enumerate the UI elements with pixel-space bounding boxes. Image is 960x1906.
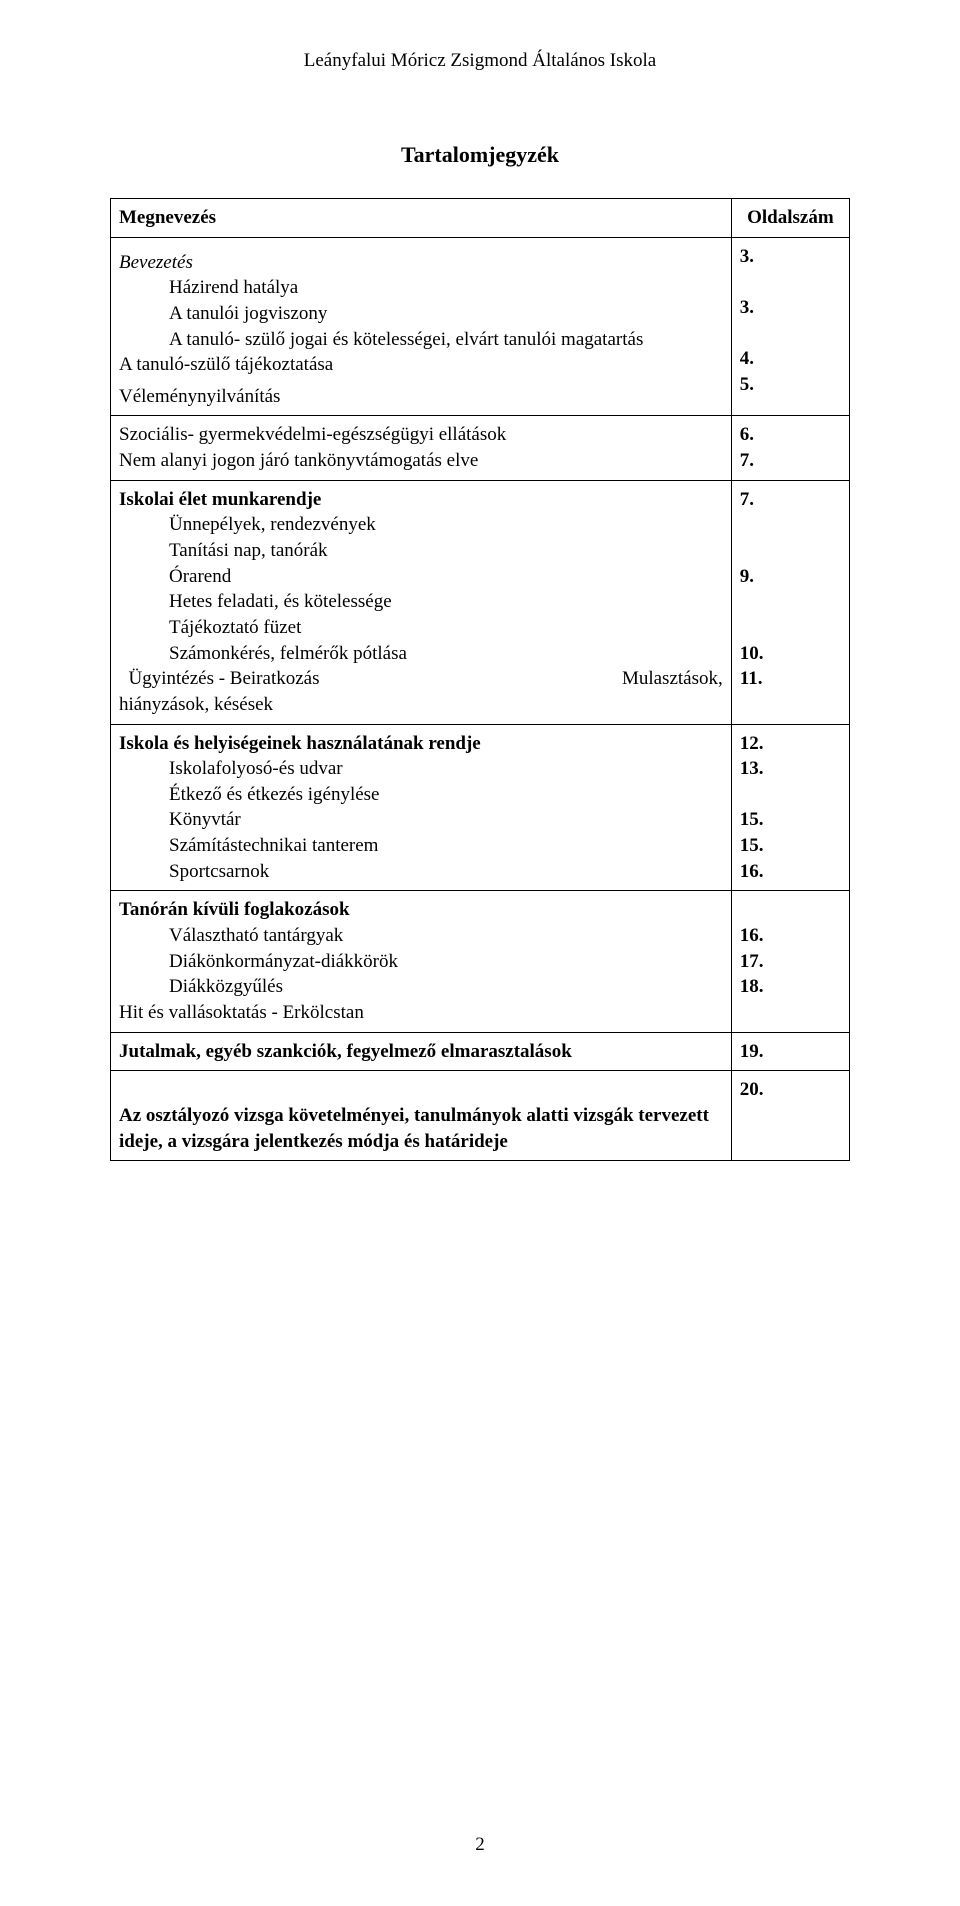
toc-line: Hit és vallásoktatás - Erkölcstan	[119, 1002, 364, 1023]
toc-line: Sportcsarnok	[119, 859, 723, 885]
toc-row-exams: Az osztályozó vizsga követelményei, tanu…	[111, 1071, 850, 1161]
document-page: Leányfalui Móricz Zsigmond Általános Isk…	[0, 0, 960, 1906]
toc-page: 5.	[740, 374, 754, 395]
institution-header: Leányfalui Móricz Zsigmond Általános Isk…	[110, 50, 850, 72]
toc-page: 17.	[740, 951, 764, 972]
toc-cell-premises-left: Iskola és helyiségeinek használatának re…	[111, 724, 732, 891]
toc-line: A tanulói jogviszony	[119, 301, 723, 327]
toc-line: Számítástechnikai tanterem	[119, 833, 723, 859]
toc-line: Hetes feladati, és kötelessége	[119, 589, 723, 615]
toc-line: Diákönkormányzat-diákkörök	[119, 949, 723, 975]
toc-line: Étkező és étkezés igénylése	[119, 782, 723, 808]
toc-line: Bevezetés	[119, 252, 193, 273]
toc-page: 9.	[740, 566, 754, 587]
toc-cell-rewards-left: Jutalmak, egyéb szankciók, fegyelmező el…	[111, 1032, 732, 1071]
toc-header-right: Oldalszám	[731, 199, 849, 238]
toc-page: 16.	[740, 925, 764, 946]
toc-title: Tartalomjegyzék	[110, 142, 850, 168]
toc-cell-premises-right: 12. 13. 15. 15. 16.	[731, 724, 849, 891]
toc-page: 15.	[740, 809, 764, 830]
toc-line: A tanuló-szülő tájékoztatása	[119, 354, 333, 375]
toc-line: Mulasztások,	[622, 666, 723, 692]
toc-page: 19.	[740, 1041, 764, 1062]
toc-cell-social-left: Szociális- gyermekvédelmi-egészségügyi e…	[111, 416, 732, 480]
toc-line: Házirend hatálya	[119, 275, 723, 301]
toc-line: Diákközgyűlés	[119, 974, 723, 1000]
toc-cell-school-life-left: Iskolai élet munkarendje Ünnepélyek, ren…	[111, 480, 732, 724]
toc-line: Órarend	[119, 564, 723, 590]
toc-line: Nem alanyi jogon járó tankönyvtámogatás …	[119, 450, 478, 471]
toc-line: Számonkérés, felmérők pótlása	[119, 641, 723, 667]
toc-line: hiányzások, késések	[119, 694, 273, 715]
toc-page: 3.	[740, 297, 754, 318]
toc-page: 7.	[740, 450, 754, 471]
toc-page: 20.	[740, 1079, 764, 1100]
toc-cell-intro-left: Bevezetés Házirend hatálya A tanulói jog…	[111, 237, 732, 416]
toc-page: 7.	[740, 489, 754, 510]
toc-row-school-life: Iskolai élet munkarendje Ünnepélyek, ren…	[111, 480, 850, 724]
toc-page: 16.	[740, 861, 764, 882]
toc-row-premises: Iskola és helyiségeinek használatának re…	[111, 724, 850, 891]
toc-header-row: Megnevezés Oldalszám	[111, 199, 850, 238]
toc-line: Ünnepélyek, rendezvények	[119, 512, 723, 538]
toc-row-social: Szociális- gyermekvédelmi-egészségügyi e…	[111, 416, 850, 480]
toc-page: 15.	[740, 835, 764, 856]
toc-page: 12.	[740, 733, 764, 754]
toc-cell-school-life-right: 7. 9. 10. 11.	[731, 480, 849, 724]
toc-cell-extracurricular-right: 16. 17. 18.	[731, 891, 849, 1032]
toc-line: Az osztályozó vizsga követelményei, tanu…	[119, 1105, 709, 1152]
toc-page: 11.	[740, 668, 763, 689]
toc-line: Iskolafolyosó-és udvar	[119, 756, 723, 782]
toc-line: Választható tantárgyak	[119, 923, 723, 949]
toc-line: Iskola és helyiségeinek használatának re…	[119, 733, 481, 754]
toc-page: 13.	[740, 758, 764, 779]
toc-cell-rewards-right: 19.	[731, 1032, 849, 1071]
toc-line: Tájékoztató füzet	[119, 615, 723, 641]
toc-cell-exams-right: 20.	[731, 1071, 849, 1161]
toc-line: Iskolai élet munkarendje	[119, 489, 321, 510]
toc-line: Tanítási nap, tanórák	[119, 538, 723, 564]
toc-cell-extracurricular-left: Tanórán kívüli foglakozások Választható …	[111, 891, 732, 1032]
toc-cell-social-right: 6. 7.	[731, 416, 849, 480]
toc-page: 10.	[740, 643, 764, 664]
toc-page: 4.	[740, 348, 754, 369]
toc-line: Tanórán kívüli foglakozások	[119, 899, 350, 920]
toc-line: A tanuló- szülő jogai és kötelességei, e…	[119, 327, 723, 353]
toc-line: Jutalmak, egyéb szankciók, fegyelmező el…	[119, 1041, 572, 1062]
toc-line: Véleménynyilvánítás	[119, 386, 280, 407]
toc-line: Könyvtár	[119, 807, 723, 833]
toc-row-extracurricular: Tanórán kívüli foglakozások Választható …	[111, 891, 850, 1032]
toc-header-left: Megnevezés	[111, 199, 732, 238]
toc-row-rewards: Jutalmak, egyéb szankciók, fegyelmező el…	[111, 1032, 850, 1071]
toc-page: 3.	[740, 246, 754, 267]
toc-page: 18.	[740, 976, 764, 997]
toc-page: 6.	[740, 424, 754, 445]
toc-cell-intro-right: 3. 3. 4. 5.	[731, 237, 849, 416]
toc-line: Szociális- gyermekvédelmi-egészségügyi e…	[119, 424, 506, 445]
toc-line: Ügyintézés - Beiratkozás	[129, 668, 320, 689]
page-number: 2	[0, 1834, 960, 1856]
toc-cell-exams-left: Az osztályozó vizsga követelményei, tanu…	[111, 1071, 732, 1161]
toc-table: Megnevezés Oldalszám Bevezetés Házirend …	[110, 198, 850, 1161]
toc-row-intro: Bevezetés Házirend hatálya A tanulói jog…	[111, 237, 850, 416]
